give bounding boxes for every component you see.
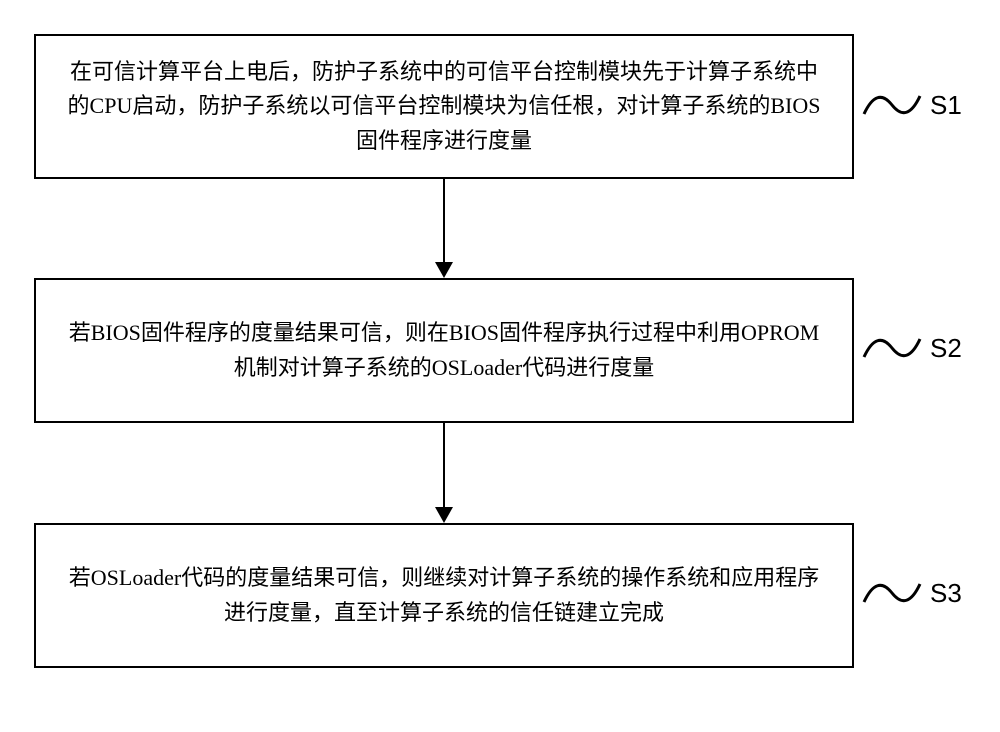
tilde-connector-s3 bbox=[862, 578, 922, 608]
flow-node-s2-text: 若BIOS固件程序的度量结果可信，则在BIOS固件程序执行过程中利用OPROM机… bbox=[64, 316, 824, 384]
flow-node-s3-text: 若OSLoader代码的度量结果可信，则继续对计算子系统的操作系统和应用程序进行… bbox=[64, 561, 824, 629]
flow-node-s2: 若BIOS固件程序的度量结果可信，则在BIOS固件程序执行过程中利用OPROM机… bbox=[34, 278, 854, 423]
step-label-s2: S2 bbox=[930, 333, 962, 364]
flow-node-s1: 在可信计算平台上电后，防护子系统中的可信平台控制模块先于计算子系统中的CPU启动… bbox=[34, 34, 854, 179]
flowchart-canvas: 在可信计算平台上电后，防护子系统中的可信平台控制模块先于计算子系统中的CPU启动… bbox=[0, 0, 1000, 732]
tilde-connector-s2 bbox=[862, 333, 922, 363]
flow-node-s1-text: 在可信计算平台上电后，防护子系统中的可信平台控制模块先于计算子系统中的CPU启动… bbox=[64, 55, 824, 157]
step-label-s3: S3 bbox=[930, 578, 962, 609]
flow-node-s3: 若OSLoader代码的度量结果可信，则继续对计算子系统的操作系统和应用程序进行… bbox=[34, 523, 854, 668]
step-label-s1: S1 bbox=[930, 90, 962, 121]
tilde-connector-s1 bbox=[862, 90, 922, 120]
